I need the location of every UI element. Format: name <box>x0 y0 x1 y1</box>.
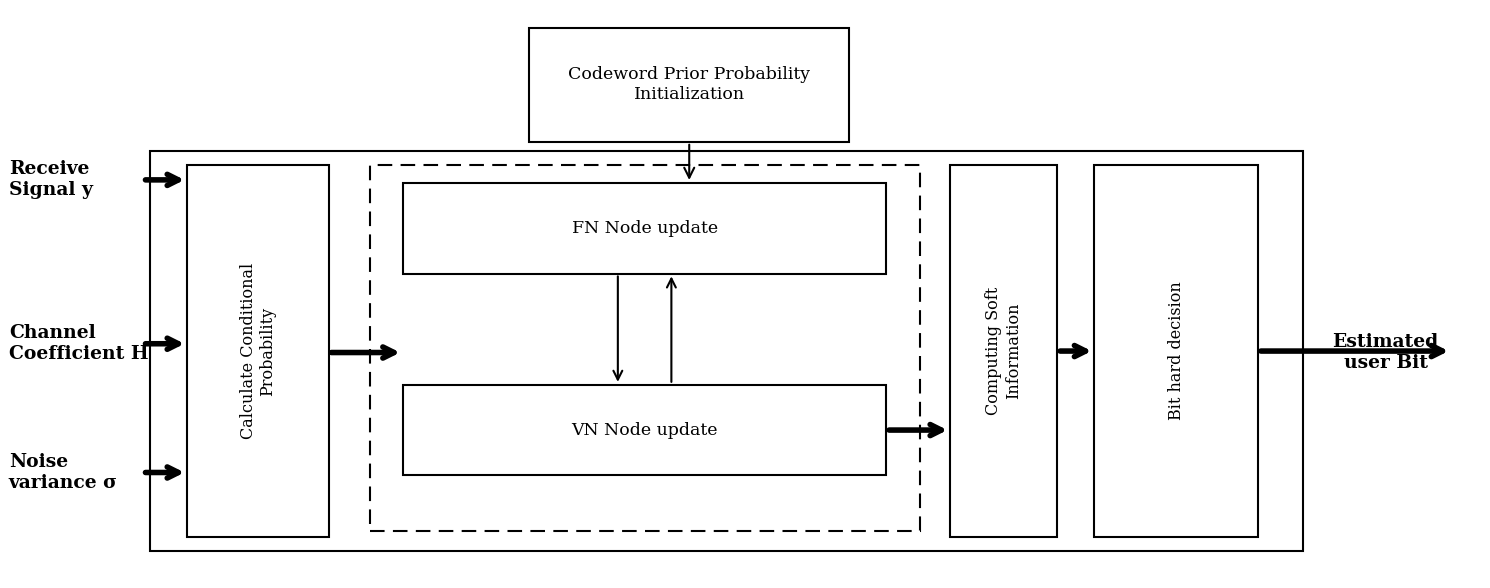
Bar <box>402 385 887 476</box>
Text: Estimated
user Bit: Estimated user Bit <box>1332 333 1439 372</box>
Bar <box>951 165 1058 537</box>
Bar <box>150 151 1302 552</box>
Text: Noise
variance σ: Noise variance σ <box>9 453 118 492</box>
Bar <box>1095 165 1258 537</box>
Text: VN Node update: VN Node update <box>571 422 718 439</box>
Text: Computing Soft
Information: Computing Soft Information <box>985 287 1022 415</box>
Text: Bit hard decision: Bit hard decision <box>1168 282 1185 420</box>
Bar <box>370 165 921 531</box>
Bar <box>529 28 849 142</box>
Text: Receive
Signal y: Receive Signal y <box>9 161 92 199</box>
Bar <box>402 183 887 273</box>
Text: Codeword Prior Probability
Initialization: Codeword Prior Probability Initializatio… <box>568 66 811 103</box>
Text: Channel
Coefficient H: Channel Coefficient H <box>9 325 149 363</box>
Bar <box>188 165 329 537</box>
Text: FN Node update: FN Node update <box>572 220 718 236</box>
Text: Calculate Conditional
Probability: Calculate Conditional Probability <box>240 263 276 439</box>
